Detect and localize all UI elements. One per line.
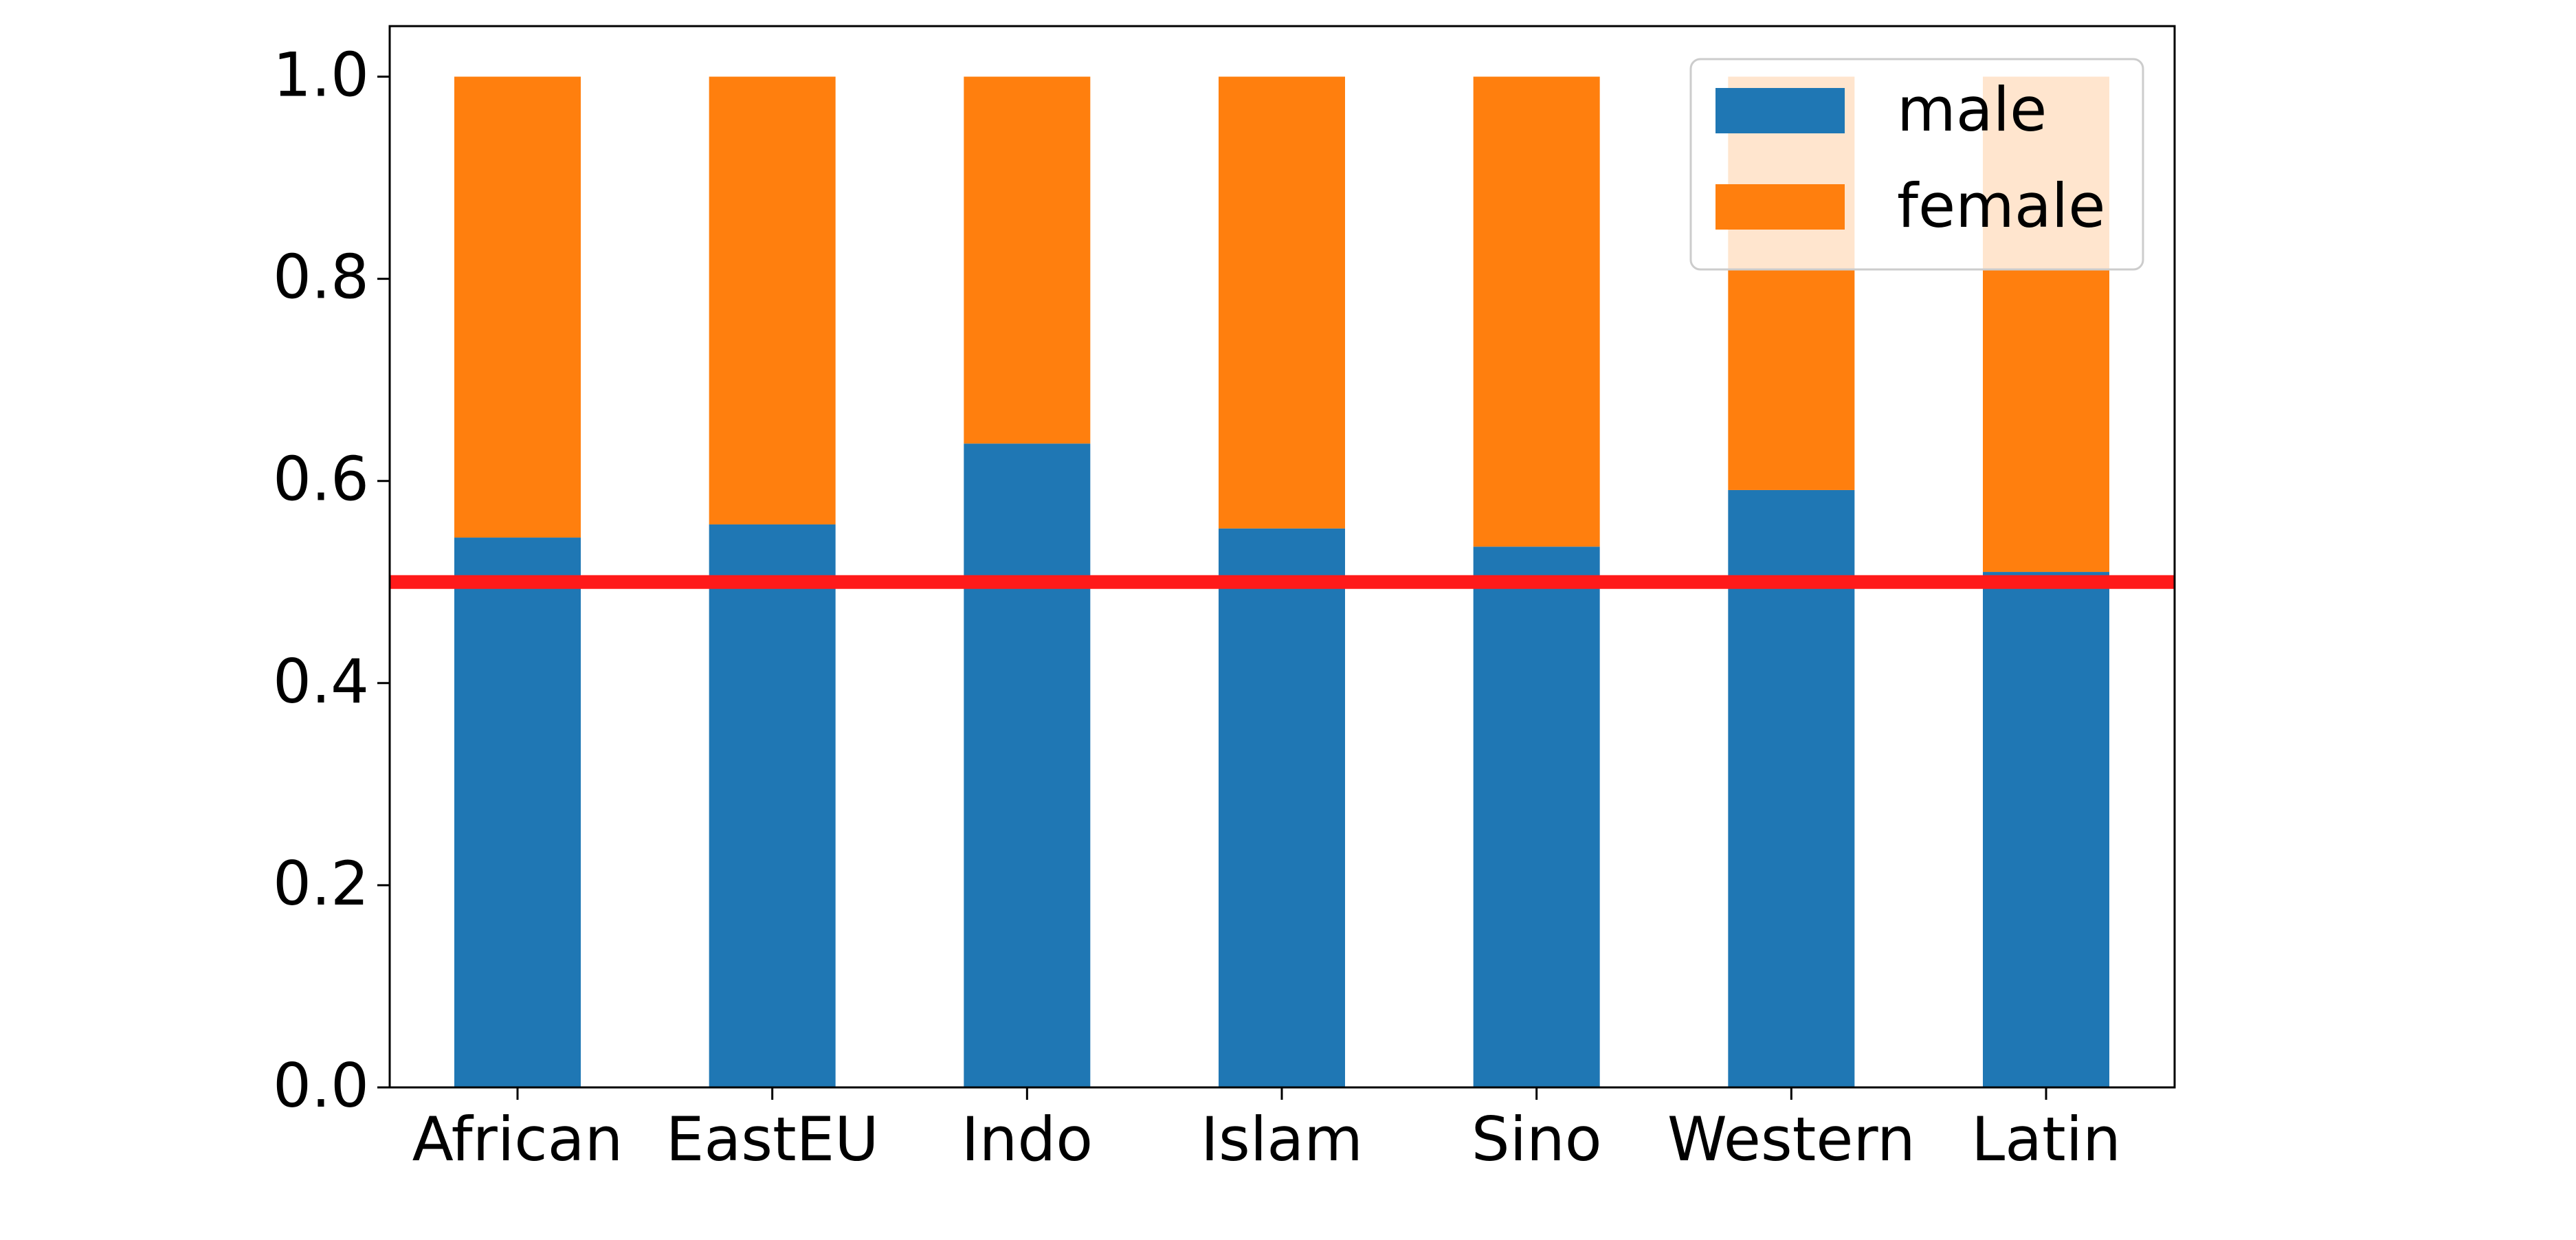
bar-female-indo bbox=[964, 76, 1091, 444]
x-tick-label-indo: Indo bbox=[962, 1104, 1093, 1175]
y-tick-label: 1.0 bbox=[273, 40, 369, 111]
bar-male-latin bbox=[1983, 572, 2109, 1087]
bar-male-african bbox=[454, 538, 581, 1087]
legend: male female bbox=[1689, 58, 2144, 271]
bar-female-sino bbox=[1473, 76, 1600, 547]
x-tick-label-african: African bbox=[412, 1104, 623, 1175]
bar-female-easteu bbox=[709, 76, 836, 524]
bar-male-islam bbox=[1219, 528, 1345, 1087]
legend-label-female: female bbox=[1897, 170, 2105, 241]
y-tick-label: 0.8 bbox=[273, 242, 369, 313]
legend-label-male: male bbox=[1897, 74, 2047, 145]
bar-male-sino bbox=[1473, 546, 1600, 1087]
y-axis: 0.0 0.2 0.4 0.6 0.8 1.0 bbox=[273, 40, 390, 1121]
bar-male-easteu bbox=[709, 524, 836, 1087]
bar-male-western bbox=[1728, 489, 1855, 1087]
x-tick-label-latin: Latin bbox=[1971, 1104, 2121, 1175]
y-tick-label: 0.6 bbox=[273, 444, 369, 515]
x-axis: African EastEU Indo Islam Sino Western Latin bbox=[412, 1087, 2121, 1175]
bar-female-african bbox=[454, 76, 581, 538]
x-tick-label-islam: Islam bbox=[1201, 1104, 1363, 1175]
bar-female-islam bbox=[1219, 76, 1345, 529]
y-tick-label: 0.0 bbox=[273, 1050, 369, 1121]
x-tick-label-easteu: EastEU bbox=[666, 1104, 879, 1175]
legend-swatch-female bbox=[1716, 184, 1845, 230]
y-tick-label: 0.2 bbox=[273, 848, 369, 919]
y-tick-label: 0.4 bbox=[273, 646, 369, 717]
bars-layer bbox=[454, 76, 2109, 1087]
bar-male-indo bbox=[964, 443, 1091, 1087]
x-tick-label-western: Western bbox=[1667, 1104, 1916, 1175]
legend-swatch-male bbox=[1716, 88, 1845, 133]
x-tick-label-sino: Sino bbox=[1472, 1104, 1602, 1175]
